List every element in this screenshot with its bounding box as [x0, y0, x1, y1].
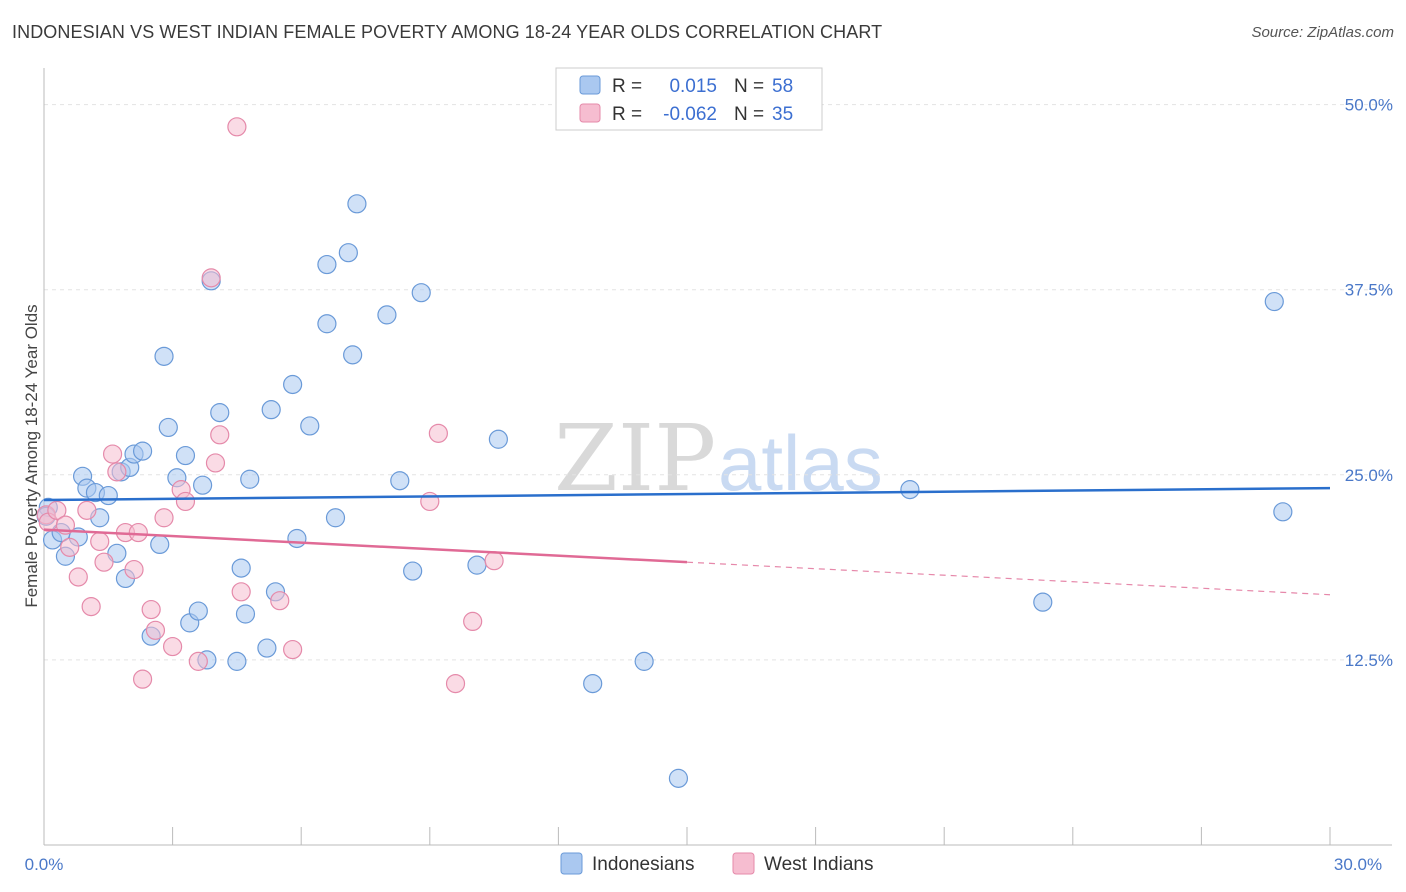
- point-west-indians-8: [90, 531, 110, 552]
- point-indonesians-48: [467, 555, 487, 575]
- point-west-indians-28: [270, 591, 290, 611]
- point-indonesians-21: [175, 445, 196, 466]
- point-indonesians-19: [158, 417, 178, 438]
- point-west-indians-17: [145, 620, 166, 640]
- point-indonesians-56: [1273, 502, 1293, 522]
- point-west-indians-9: [94, 552, 114, 572]
- axes: 12.5% 25.0% 37.5% 50.0% 0.0% 30.0%: [25, 68, 1393, 874]
- point-west-indians-19: [163, 636, 183, 657]
- point-indonesians-42: [343, 345, 363, 365]
- point-indonesians-47: [411, 283, 431, 303]
- point-west-indians-27: [231, 582, 251, 602]
- point-west-indians-4: [60, 537, 80, 557]
- legend-n-value-2: 35: [772, 104, 793, 125]
- y-tick-label-1: 25.0%: [1345, 466, 1393, 485]
- point-indonesians-29: [231, 558, 251, 578]
- point-west-indians-14: [128, 522, 148, 543]
- point-indonesians-55: [1264, 291, 1284, 312]
- x-tick-label-1: 30.0%: [1334, 855, 1382, 874]
- point-west-indians-23: [201, 268, 221, 288]
- point-indonesians-38: [317, 254, 337, 275]
- legend-box: R = 0.015 N = 58 R = -0.062 N = 35: [555, 67, 823, 131]
- y-tick-label-2: 37.5%: [1345, 281, 1393, 300]
- point-west-indians-24: [205, 453, 226, 473]
- point-west-indians-29: [283, 639, 303, 660]
- point-indonesians-28: [227, 651, 247, 671]
- legend-r-label-1: R =: [612, 76, 642, 97]
- point-west-indians-34: [484, 551, 504, 571]
- legend-r-value-2: -0.062: [663, 104, 717, 125]
- point-indonesians-50: [583, 673, 603, 694]
- x-tick-label-0: 0.0%: [25, 855, 64, 874]
- point-indonesians-41: [338, 243, 358, 263]
- point-west-indians-10: [102, 444, 123, 464]
- legend-swatch-indonesians: [579, 75, 601, 95]
- y-tick-label-3: 50.0%: [1345, 96, 1393, 115]
- point-west-indians-18: [154, 508, 174, 528]
- point-indonesians-36: [287, 528, 307, 549]
- point-west-indians-6: [77, 500, 97, 520]
- point-west-indians-22: [188, 651, 208, 671]
- point-indonesians-53: [900, 480, 920, 500]
- point-indonesians-24: [193, 475, 213, 495]
- gridlines: [44, 104, 1392, 661]
- point-indonesians-39: [317, 314, 337, 334]
- point-indonesians-9: [98, 485, 118, 506]
- point-west-indians-15: [132, 669, 153, 689]
- y-tick-label-0: 12.5%: [1345, 651, 1393, 670]
- trend-line-west-indians: [43, 528, 688, 564]
- legend-n-value-1: 58: [772, 76, 793, 97]
- point-indonesians-54: [1033, 592, 1053, 612]
- point-west-indians-31: [428, 423, 448, 443]
- point-indonesians-37: [300, 416, 320, 436]
- point-indonesians-43: [347, 194, 367, 214]
- point-west-indians-7: [81, 596, 101, 617]
- point-indonesians-33: [261, 400, 281, 420]
- point-indonesians-23: [188, 601, 208, 621]
- point-indonesians-15: [132, 441, 153, 461]
- point-indonesians-30: [235, 604, 256, 624]
- point-indonesians-46: [403, 561, 423, 581]
- point-west-indians-33: [463, 611, 483, 632]
- trend-line-west-indians-extension: [686, 561, 1331, 596]
- point-indonesians-52: [668, 768, 689, 788]
- point-indonesians-17: [150, 534, 170, 555]
- y-axis-label: Female Poverty Among 18-24 Year Olds: [22, 304, 41, 607]
- point-west-indians-26: [227, 117, 247, 137]
- point-west-indians-21: [175, 491, 196, 512]
- point-west-indians-32: [445, 673, 466, 694]
- source-label: Source: ZipAtlas.com: [1251, 24, 1394, 41]
- legend-r-label-2: R =: [612, 104, 642, 125]
- point-west-indians-11: [107, 462, 127, 482]
- point-west-indians-5: [68, 567, 88, 587]
- legend-n-label-1: N =: [734, 76, 764, 97]
- point-west-indians-13: [124, 559, 144, 580]
- bottom-legend-swatch-west-indians: [732, 852, 755, 875]
- bottom-legend-west-indians: West Indians: [764, 854, 873, 875]
- bottom-legend: Indonesians West Indians: [560, 852, 873, 875]
- point-indonesians-27: [210, 403, 230, 423]
- point-west-indians-25: [210, 425, 230, 445]
- point-west-indians-2: [47, 500, 67, 520]
- legend-r-value-1: 0.015: [669, 76, 717, 97]
- point-indonesians-45: [390, 471, 410, 491]
- point-indonesians-32: [257, 638, 277, 658]
- point-indonesians-40: [325, 508, 346, 528]
- chart-title: INDONESIAN VS WEST INDIAN FEMALE POVERTY…: [12, 22, 883, 42]
- trend-line-indonesians: [43, 486, 1331, 502]
- trend-lines: [43, 486, 1331, 596]
- legend-n-label-2: N =: [734, 104, 764, 125]
- bottom-legend-indonesians: Indonesians: [592, 854, 694, 875]
- legend-swatch-west-indians: [579, 103, 601, 123]
- point-indonesians-18: [154, 346, 174, 366]
- point-indonesians-51: [634, 651, 654, 671]
- point-indonesians-44: [377, 305, 397, 325]
- point-indonesians-35: [283, 374, 303, 395]
- bottom-legend-swatch-indonesians: [560, 852, 583, 875]
- point-west-indians-16: [141, 599, 161, 620]
- point-indonesians-31: [240, 469, 260, 489]
- point-indonesians-49: [488, 429, 508, 449]
